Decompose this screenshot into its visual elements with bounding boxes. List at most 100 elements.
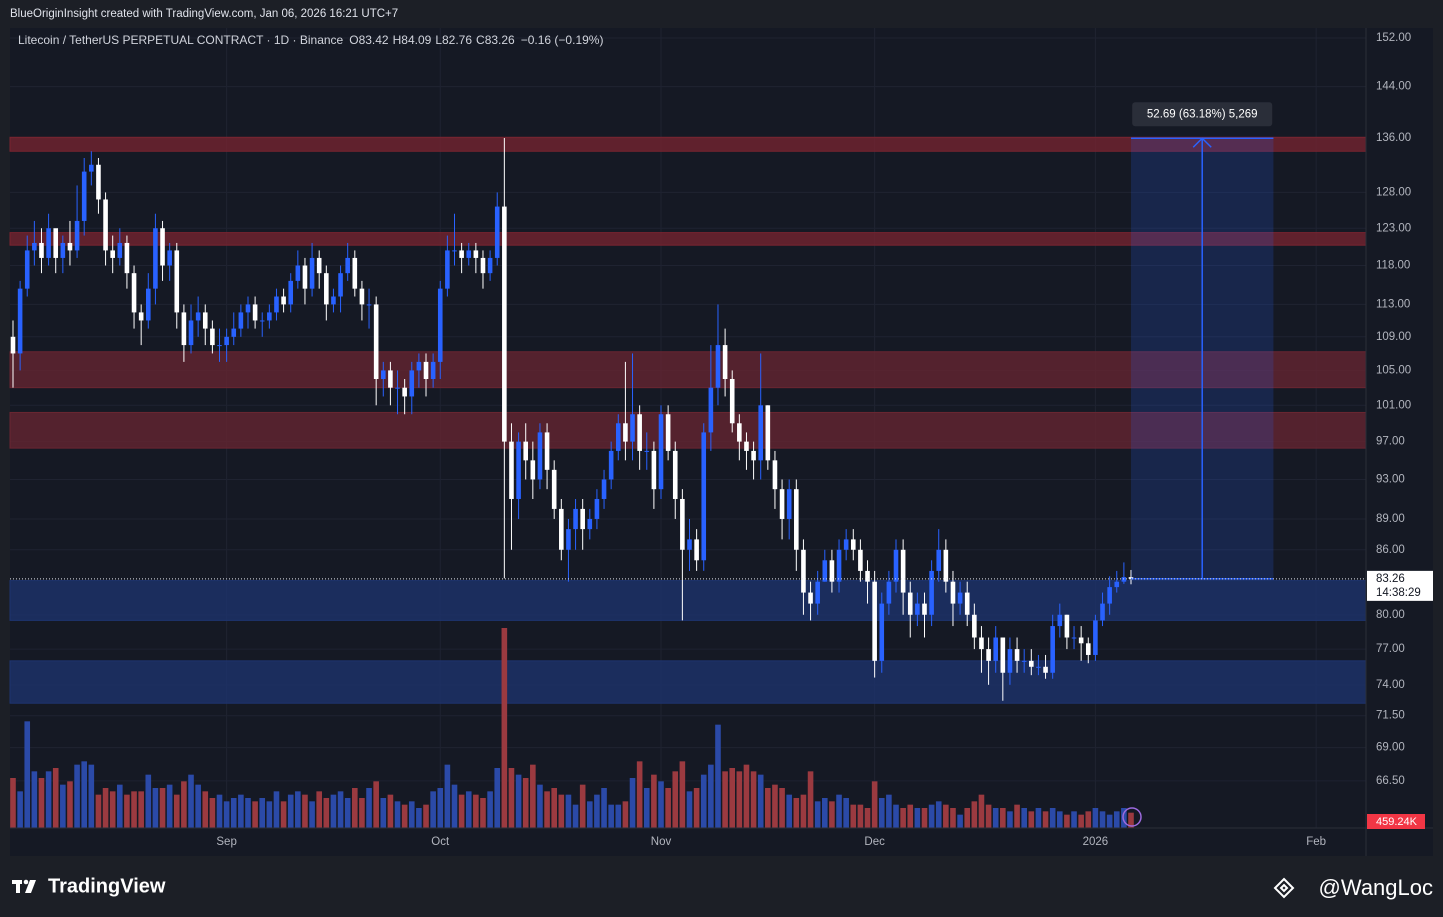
- y-tick-label: 97.00: [1376, 436, 1405, 448]
- candle-body: [1078, 637, 1084, 644]
- volume-bar: [480, 798, 486, 828]
- volume-bar: [10, 778, 16, 828]
- y-tick-label: 136.00: [1376, 132, 1411, 144]
- y-tick-label: 101.00: [1376, 399, 1411, 411]
- candle-body: [430, 361, 436, 380]
- candle-body: [850, 539, 856, 550]
- watermark: @WangLoc: [1319, 875, 1433, 900]
- volume-bar: [259, 798, 266, 828]
- candle-body: [551, 469, 557, 509]
- countdown: 14:38:29: [1376, 587, 1421, 599]
- candle-body: [808, 592, 813, 604]
- candle-body: [744, 441, 749, 451]
- volume-bar: [579, 784, 586, 828]
- candle-body: [53, 228, 59, 258]
- candle-body: [865, 570, 870, 582]
- volume-bar: [537, 784, 543, 828]
- candle-body: [195, 312, 201, 321]
- y-tick-label: 118.00: [1376, 260, 1410, 272]
- candle-body: [580, 508, 585, 530]
- candle-body: [829, 560, 835, 582]
- candle-body: [238, 312, 244, 329]
- candle-body: [110, 250, 115, 258]
- volume-bar: [309, 801, 315, 828]
- alert-icon: [1122, 807, 1142, 827]
- candle-body: [39, 242, 44, 258]
- volume-bar: [743, 764, 750, 828]
- y-tick-label: 128.00: [1376, 186, 1411, 198]
- candle-body: [1121, 577, 1127, 582]
- volume-bar: [686, 791, 693, 828]
- volume-bar: [280, 801, 287, 828]
- candle-body: [402, 387, 407, 397]
- volume-bar: [1085, 811, 1092, 828]
- volume-bar: [458, 794, 465, 828]
- volume-bar: [245, 798, 251, 828]
- o-val: 83.42: [359, 33, 389, 47]
- volume-bar: [793, 798, 800, 828]
- candle-body: [274, 296, 279, 313]
- volume-bar: [408, 801, 415, 828]
- volume-bar: [1078, 814, 1084, 828]
- candle-body: [153, 228, 158, 289]
- candle-body: [124, 242, 130, 274]
- candle-body: [245, 304, 251, 313]
- volume-bar: [857, 804, 864, 828]
- volume-bar: [423, 804, 429, 828]
- volume-bar: [850, 804, 857, 828]
- volume-bar: [252, 801, 258, 828]
- y-tick-label: 152.00: [1376, 32, 1411, 44]
- volume-bar: [145, 774, 152, 828]
- volume-bar: [565, 794, 572, 828]
- candle-body: [1128, 577, 1134, 579]
- candle-body: [1014, 649, 1020, 661]
- volume-bar: [615, 804, 622, 828]
- candle-body: [181, 312, 187, 346]
- volume-bar: [202, 791, 209, 828]
- candle-body: [658, 414, 664, 490]
- overlays: 52.69 (63.18%) 5,269: [10, 102, 1366, 827]
- candle-body: [316, 257, 322, 274]
- candle-body: [900, 549, 906, 593]
- candle-body: [972, 614, 977, 638]
- volume-bar: [544, 791, 550, 828]
- candle-body: [794, 489, 799, 550]
- volume-bar: [800, 794, 807, 828]
- candle-body: [174, 250, 180, 313]
- candle-body: [1057, 614, 1063, 627]
- candle-body: [388, 370, 393, 388]
- candle-body: [1107, 587, 1112, 604]
- candle-body: [993, 637, 999, 661]
- candle-body: [630, 414, 635, 442]
- candle-body: [722, 345, 728, 380]
- volume-bar: [779, 788, 785, 828]
- candle-body: [1043, 666, 1048, 673]
- volume-bar: [117, 784, 123, 828]
- volume-bar: [287, 794, 294, 828]
- volume-bar: [522, 778, 529, 828]
- candle-body: [1029, 660, 1034, 667]
- candle-body: [772, 460, 778, 490]
- zone: [9, 660, 1367, 704]
- zone: [9, 351, 1367, 389]
- volume-bar: [515, 774, 522, 828]
- l-val: 82.76: [442, 33, 472, 47]
- volume-bar: [1035, 808, 1042, 828]
- candle-body: [17, 288, 23, 354]
- candle-body: [779, 489, 785, 519]
- candle-body: [680, 498, 685, 550]
- candle-body: [1071, 637, 1077, 639]
- axes: 152.00 144.00 136.00 128.00 123.00 118.00 113.…: [216, 32, 1433, 848]
- y-tick-label: 113.00: [1376, 298, 1410, 310]
- volume-bar: [893, 804, 899, 828]
- volume-bar: [81, 761, 88, 828]
- candles: [10, 137, 1134, 701]
- candle-body: [729, 379, 735, 424]
- candle-body: [60, 242, 66, 258]
- candle-body: [295, 265, 301, 281]
- volume-bar: [316, 791, 322, 828]
- volume-bar: [950, 808, 956, 828]
- volume-bar: [437, 788, 444, 828]
- candle-body: [409, 370, 415, 397]
- candle-body: [615, 423, 621, 451]
